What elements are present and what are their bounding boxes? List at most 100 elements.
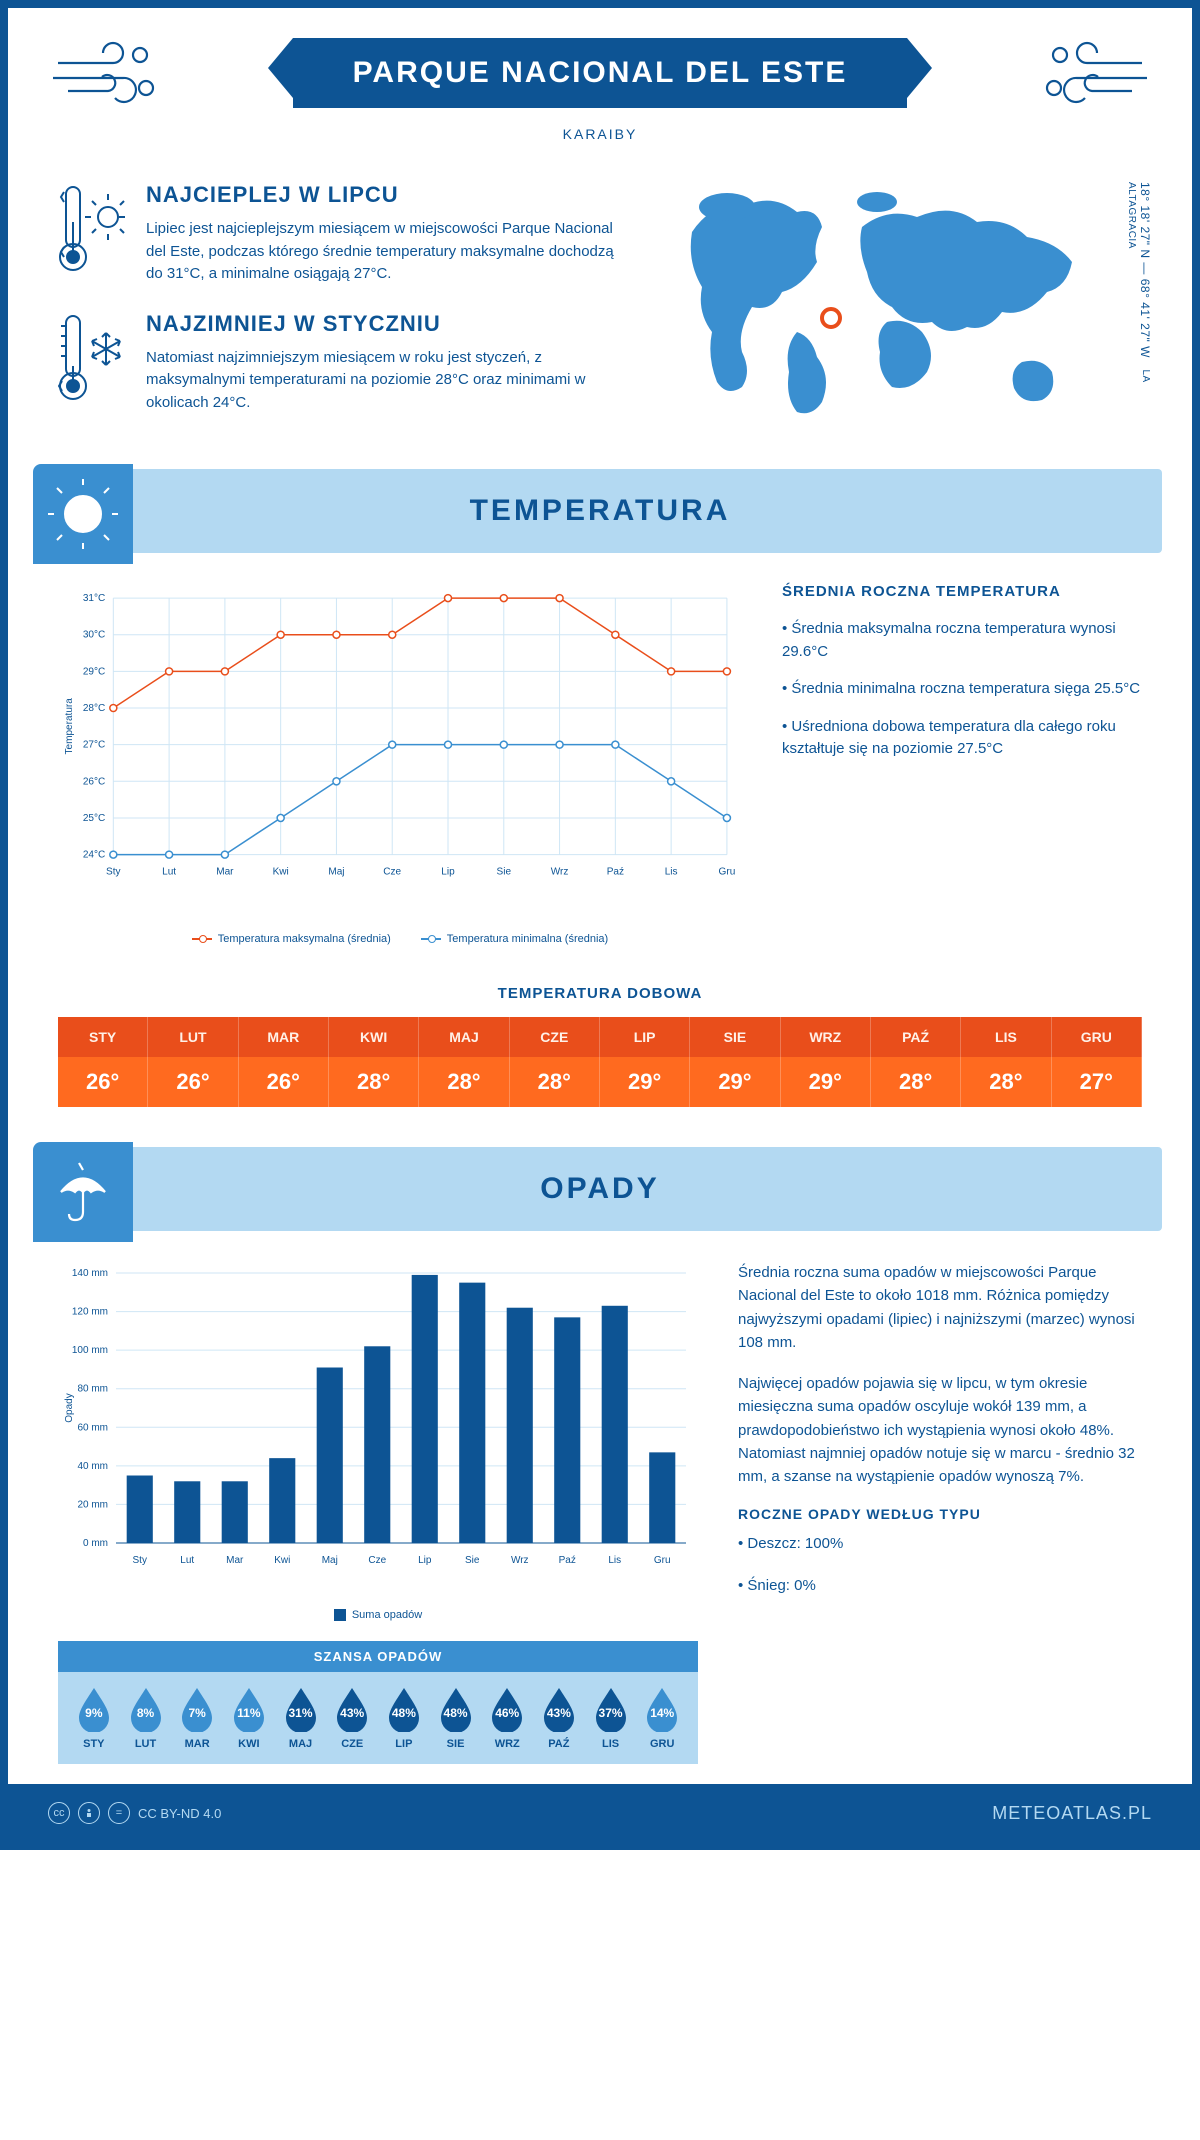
intro-section: NAJCIEPLEJ W LIPCU Lipiec jest najcieple…	[8, 162, 1192, 469]
svg-text:60 mm: 60 mm	[77, 1422, 108, 1433]
hottest-text: Lipiec jest najcieplejszym miesiącem w m…	[146, 218, 632, 286]
svg-text:Maj: Maj	[328, 867, 344, 878]
daily-month: WRZ	[781, 1017, 871, 1057]
svg-text:0 mm: 0 mm	[83, 1538, 108, 1549]
daily-value: 29°	[781, 1057, 871, 1107]
daily-month: SIE	[690, 1017, 780, 1057]
chance-cell: 43% CZE	[326, 1686, 378, 1750]
svg-text:Opady: Opady	[64, 1393, 75, 1422]
svg-text:Maj: Maj	[322, 1555, 338, 1566]
svg-text:Kwi: Kwi	[274, 1555, 290, 1566]
svg-text:Gru: Gru	[719, 867, 736, 878]
daily-value: 26°	[148, 1057, 238, 1107]
svg-text:27°C: 27°C	[83, 740, 105, 751]
wind-icon	[48, 33, 168, 118]
svg-text:Lut: Lut	[180, 1555, 194, 1566]
nd-icon: =	[108, 1802, 130, 1824]
precipitation-chance-table: SZANSA OPADÓW 9% STY 8% LUT 7% MAR	[58, 1641, 698, 1764]
page-title: PARQUE NACIONAL DEL ESTE	[293, 38, 908, 108]
daily-month: LIP	[600, 1017, 690, 1057]
daily-value: 26°	[239, 1057, 329, 1107]
daily-month: KWI	[329, 1017, 419, 1057]
svg-text:Temperatura: Temperatura	[64, 698, 75, 755]
daily-month: LUT	[148, 1017, 238, 1057]
svg-text:80 mm: 80 mm	[77, 1384, 108, 1395]
precip-type-title: ROCZNE OPADY WEDŁUG TYPU	[738, 1506, 1142, 1522]
svg-text:140 mm: 140 mm	[72, 1268, 108, 1279]
daily-value: 26°	[58, 1057, 148, 1107]
chance-cell: 14% GRU	[636, 1686, 688, 1750]
precip-chart-legend: Suma opadów	[58, 1609, 698, 1621]
daily-value: 28°	[961, 1057, 1051, 1107]
temperature-section-header: TEMPERATURA	[38, 469, 1162, 553]
license: cc = CC BY-ND 4.0	[48, 1802, 221, 1824]
sun-icon	[33, 464, 133, 564]
chance-cell: 11% KWI	[223, 1686, 275, 1750]
daily-value: 29°	[600, 1057, 690, 1107]
svg-text:Lut: Lut	[162, 867, 176, 878]
chance-cell: 8% LUT	[120, 1686, 172, 1750]
svg-text:Cze: Cze	[383, 867, 401, 878]
world-map: 18° 18' 27" N — 68° 41' 27" W LA ALTAGRA…	[662, 182, 1142, 427]
svg-text:Kwi: Kwi	[273, 867, 289, 878]
svg-text:Paź: Paź	[559, 1555, 576, 1566]
precipitation-bar-chart: 0 mm20 mm40 mm60 mm80 mm100 mm120 mm140 …	[58, 1261, 698, 1764]
svg-text:Lis: Lis	[665, 867, 678, 878]
svg-text:24°C: 24°C	[83, 850, 105, 861]
cc-icon: cc	[48, 1802, 70, 1824]
daily-value: 29°	[690, 1057, 780, 1107]
page-subtitle: KARAIBY	[48, 126, 1152, 142]
svg-text:20 mm: 20 mm	[77, 1499, 108, 1510]
temperature-summary: ŚREDNIA ROCZNA TEMPERATURA • Średnia mak…	[782, 583, 1142, 945]
daily-month: LIS	[961, 1017, 1051, 1057]
chance-cell: 9% STY	[68, 1686, 120, 1750]
svg-text:Wrz: Wrz	[511, 1555, 529, 1566]
daily-temp-table: STYLUTMARKWIMAJCZELIPSIEWRZPAŹLISGRU 26°…	[58, 1017, 1142, 1107]
svg-text:31°C: 31°C	[83, 593, 105, 604]
by-icon	[78, 1802, 100, 1824]
svg-text:Paź: Paź	[607, 867, 624, 878]
daily-month: CZE	[510, 1017, 600, 1057]
temp-summary-title: ŚREDNIA ROCZNA TEMPERATURA	[782, 583, 1142, 600]
daily-value: 28°	[329, 1057, 419, 1107]
temperature-line-chart: 24°C25°C26°C27°C28°C29°C30°C31°CStyLutMa…	[58, 583, 742, 945]
precip-type-bullet: • Śnieg: 0%	[738, 1574, 1142, 1597]
precip-text-2: Najwięcej opadów pojawia się w lipcu, w …	[738, 1372, 1142, 1488]
coldest-title: NAJZIMNIEJ W STYCZNIU	[146, 311, 632, 337]
svg-text:Cze: Cze	[368, 1555, 386, 1566]
svg-text:25°C: 25°C	[83, 813, 105, 824]
daily-value: 28°	[871, 1057, 961, 1107]
daily-temp-title: TEMPERATURA DOBOWA	[8, 985, 1192, 1002]
precipitation-title: OPADY	[148, 1172, 1162, 1206]
svg-text:Lis: Lis	[608, 1555, 621, 1566]
precip-text-1: Średnia roczna suma opadów w miejscowośc…	[738, 1261, 1142, 1354]
temp-bullet: • Uśredniona dobowa temperatura dla całe…	[782, 716, 1142, 761]
chance-cell: 48% SIE	[430, 1686, 482, 1750]
header: PARQUE NACIONAL DEL ESTE KARAIBY	[8, 8, 1192, 162]
temp-bullet: • Średnia maksymalna roczna temperatura …	[782, 618, 1142, 663]
daily-value: 27°	[1052, 1057, 1142, 1107]
daily-value: 28°	[510, 1057, 600, 1107]
daily-month: MAJ	[419, 1017, 509, 1057]
svg-text:100 mm: 100 mm	[72, 1345, 108, 1356]
temperature-title: TEMPERATURA	[148, 494, 1162, 528]
svg-text:120 mm: 120 mm	[72, 1307, 108, 1318]
daily-month: MAR	[239, 1017, 329, 1057]
daily-month: STY	[58, 1017, 148, 1057]
svg-text:Sie: Sie	[465, 1555, 480, 1566]
coldest-text: Natomiast najzimniejszym miesiącem w rok…	[146, 347, 632, 415]
wind-icon	[1032, 33, 1152, 118]
chance-cell: 37% LIS	[585, 1686, 637, 1750]
precipitation-section-header: OPADY	[38, 1147, 1162, 1231]
thermometer-cold-icon	[58, 311, 128, 415]
chance-cell: 46% WRZ	[481, 1686, 533, 1750]
temp-chart-legend: .legend .sw[style*='e94e1b']::after{bord…	[58, 933, 742, 945]
footer: cc = CC BY-ND 4.0 METEOATLAS.PL	[8, 1784, 1192, 1842]
svg-text:Mar: Mar	[226, 1555, 244, 1566]
svg-text:Sie: Sie	[497, 867, 512, 878]
hottest-title: NAJCIEPLEJ W LIPCU	[146, 182, 632, 208]
svg-text:30°C: 30°C	[83, 630, 105, 641]
svg-text:29°C: 29°C	[83, 666, 105, 677]
svg-text:Lip: Lip	[441, 867, 455, 878]
daily-month: PAŹ	[871, 1017, 961, 1057]
